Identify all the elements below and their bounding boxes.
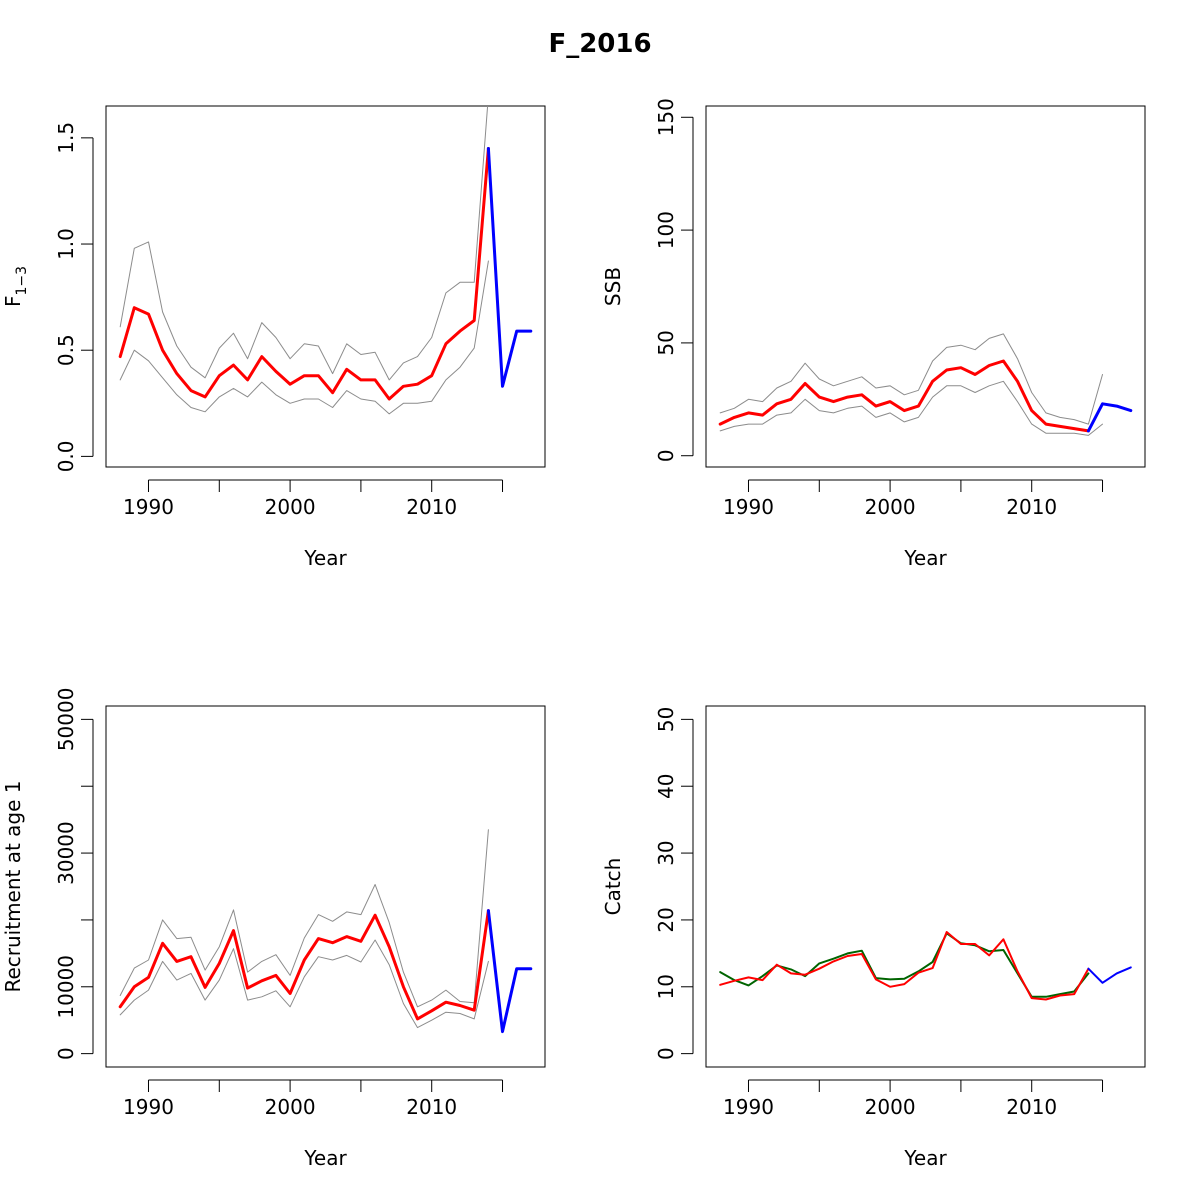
y-tick-label: 30: [654, 840, 678, 865]
y-axis-label: F1−3: [1, 266, 30, 307]
ssb-lower-line: [719, 380, 1103, 436]
y-axis-label: Catch: [601, 858, 625, 916]
y-tick-label: 10: [654, 974, 678, 999]
y-axis-label-subscript: 1−3: [14, 266, 30, 296]
series-group: [118, 829, 533, 1034]
y-tick-label: 0: [654, 1047, 678, 1060]
y-axis-label-text: SSB: [601, 267, 625, 306]
panel-ssb: 1990 2000 2010 0 50 100 150 Year SSB: [601, 98, 1146, 570]
main-title: F_2016: [548, 29, 651, 59]
x-tick-label: 1990: [723, 1095, 774, 1119]
y-tick-label: 0: [54, 1047, 78, 1060]
series-group: [118, 106, 533, 415]
x-tick-label: 2010: [1006, 1095, 1057, 1119]
y-tick-label: 0.5: [54, 334, 78, 366]
y-tick-label: 1.0: [54, 228, 78, 260]
y-axis-label-text: Recruitment at age 1: [1, 780, 25, 992]
x-tick-label: 1990: [723, 495, 774, 519]
series-group: [719, 931, 1132, 1001]
panel-recruitment: 1990 2000 2010 0 10000 30000 50000 Year Recruitm…: [1, 688, 546, 1170]
x-tick-label: 2000: [865, 495, 916, 519]
recruitment-upper-line: [119, 829, 489, 1008]
panel-f-1-3: 1990 2000 2010 0.0 0.5 1.0 1.5 Year F1−3: [1, 105, 546, 570]
x-axis-label: Year: [903, 1146, 947, 1170]
y-axis-label: Recruitment at age 1: [1, 780, 25, 992]
y-tick-label: 0.0: [54, 440, 78, 472]
plot-frame: [705, 105, 1146, 468]
x-tick-label: 2000: [265, 1095, 316, 1119]
y-tick-label: 50: [654, 707, 678, 732]
x-tick-label: 2000: [865, 1095, 916, 1119]
plot-frame: [105, 705, 546, 1068]
panel-catch: 1990 2000 2010 0 10 20 30 40 50 Year Catch: [601, 705, 1146, 1170]
y-tick-label: 0: [654, 449, 678, 462]
series-group: [718, 333, 1133, 436]
y-tick-label: 150: [654, 98, 678, 136]
plot-frame: [105, 105, 546, 468]
x-axis-label: Year: [903, 546, 947, 570]
y-axis-label-text: F: [1, 296, 25, 308]
y-axis-label-text: Catch: [601, 858, 625, 916]
recruitment-lower-line: [119, 939, 489, 1029]
recruitment-forecast-line: [486, 909, 533, 1034]
f-upper-line: [119, 106, 489, 381]
x-tick-label: 1990: [123, 1095, 174, 1119]
ssb-forecast-line: [1086, 402, 1133, 433]
y-tick-label: 1.5: [54, 122, 78, 154]
x-tick-label: 1990: [123, 495, 174, 519]
x-tick-label: 2000: [265, 495, 316, 519]
plot-frame: [705, 705, 1146, 1068]
y-tick-label: 40: [654, 773, 678, 798]
y-tick-label: 100: [654, 211, 678, 249]
x-axis-label: Year: [303, 546, 347, 570]
y-tick-label: 10000: [54, 955, 78, 1019]
y-tick-label: 30000: [54, 821, 78, 885]
f-estimate-line: [118, 147, 490, 401]
x-axis-label: Year: [303, 1146, 347, 1170]
x-tick-label: 2010: [406, 1095, 457, 1119]
f-forecast-line: [486, 147, 533, 388]
recruitment-estimate-line: [118, 909, 490, 1021]
ssb-estimate-line: [718, 359, 1090, 433]
y-tick-label: 50: [654, 330, 678, 355]
y-axis-label: SSB: [601, 267, 625, 306]
x-tick-label: 2010: [406, 495, 457, 519]
y-tick-label: 50000: [54, 688, 78, 752]
y-tick-label: 20: [654, 907, 678, 932]
ssb-upper-line: [719, 333, 1103, 425]
x-tick-label: 2010: [1006, 495, 1057, 519]
f-lower-line: [119, 260, 489, 415]
catch-forecast-line: [1087, 966, 1132, 984]
catch-estimate-line: [719, 931, 1090, 1001]
